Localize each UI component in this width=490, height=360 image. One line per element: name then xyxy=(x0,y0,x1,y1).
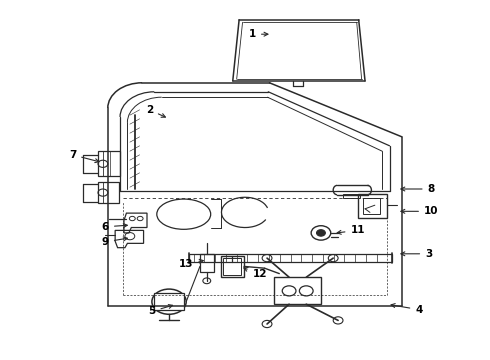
Text: 4: 4 xyxy=(391,303,423,315)
Bar xyxy=(363,198,380,214)
Bar xyxy=(220,256,244,277)
Text: 8: 8 xyxy=(401,184,435,194)
Bar xyxy=(343,194,360,198)
Bar xyxy=(189,254,392,262)
Text: 9: 9 xyxy=(102,237,127,247)
Bar xyxy=(358,194,387,218)
Text: 6: 6 xyxy=(102,222,127,232)
Bar xyxy=(223,258,241,275)
Bar xyxy=(200,254,214,272)
Text: 11: 11 xyxy=(337,225,365,235)
Circle shape xyxy=(317,230,325,236)
Text: 12: 12 xyxy=(244,267,267,279)
Text: 5: 5 xyxy=(148,305,172,316)
Text: 10: 10 xyxy=(401,206,439,216)
Text: 7: 7 xyxy=(69,150,99,163)
Bar xyxy=(154,293,184,310)
Bar xyxy=(274,277,321,304)
Text: 13: 13 xyxy=(179,258,203,269)
Text: 2: 2 xyxy=(146,105,166,117)
Text: 1: 1 xyxy=(249,29,268,39)
Text: 3: 3 xyxy=(401,249,432,259)
